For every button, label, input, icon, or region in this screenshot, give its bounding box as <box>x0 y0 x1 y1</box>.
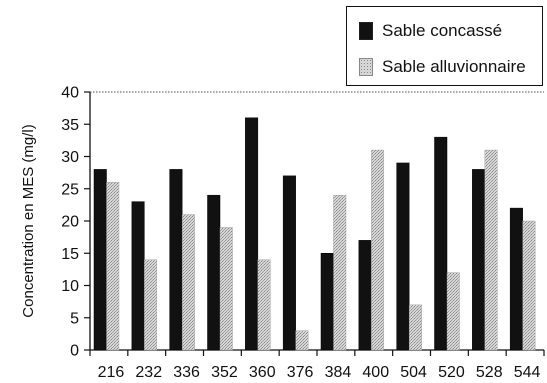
bar-sable-concasse <box>131 201 145 351</box>
legend-item-sable-alluvionnaire: Sable alluvionnaire <box>359 56 526 78</box>
x-tick-label: 400 <box>362 364 389 381</box>
bar-sable-alluvionnaire <box>522 220 536 351</box>
y-tick-label: 35 <box>61 117 79 134</box>
bar-sable-concasse <box>358 240 372 351</box>
x-tick-label: 520 <box>438 364 465 381</box>
bar-sable-alluvionnaire <box>295 330 309 351</box>
bar-sable-concasse <box>207 194 221 351</box>
x-tick-label: 528 <box>476 364 503 381</box>
legend-item-sable-concasse: Sable concassé <box>359 20 502 42</box>
bar-sable-concasse <box>472 169 486 351</box>
bar-sable-alluvionnaire <box>181 214 195 351</box>
x-tick-label: 352 <box>211 364 238 381</box>
bar-sable-concasse <box>93 169 107 351</box>
bar-sable-concasse <box>434 136 448 351</box>
legend-label-sable-alluvionnaire: Sable alluvionnaire <box>382 57 526 76</box>
bar-sable-alluvionnaire <box>333 194 347 351</box>
legend-label-sable-concasse: Sable concassé <box>382 21 503 40</box>
bar-sable-alluvionnaire <box>144 259 158 351</box>
y-tick-label: 20 <box>61 214 79 231</box>
bar-sable-alluvionnaire <box>484 149 498 351</box>
bar-sable-alluvionnaire <box>106 182 120 351</box>
x-tick-label: 336 <box>173 364 200 381</box>
x-tick-label: 504 <box>400 364 427 381</box>
bar-sable-alluvionnaire <box>371 149 385 351</box>
bar-sable-concasse <box>396 162 410 351</box>
y-tick-label: 10 <box>61 278 79 295</box>
bar-sable-concasse <box>282 175 296 351</box>
legend: Sable concassé Sable alluvionnaire <box>346 6 543 86</box>
y-axis-label: Concentration en MES (mg/l) <box>20 124 37 317</box>
x-tick-label: 384 <box>325 364 352 381</box>
x-tick-label: 232 <box>135 364 162 381</box>
bar-sable-concasse <box>509 207 523 351</box>
y-tick-label: 5 <box>70 310 79 327</box>
y-tick-label: 15 <box>61 246 79 263</box>
bar-sable-alluvionnaire <box>446 272 460 351</box>
bar-sable-alluvionnaire <box>408 304 422 351</box>
bar-sable-alluvionnaire <box>257 259 271 351</box>
y-tick-label: 30 <box>61 149 79 166</box>
y-tick-label: 25 <box>61 181 79 198</box>
y-tick-label: 40 <box>61 85 79 102</box>
bar-sable-concasse <box>320 253 334 351</box>
x-tick-label: 216 <box>98 364 125 381</box>
bar-sable-alluvionnaire <box>219 227 233 351</box>
legend-swatch-sable-concasse <box>359 22 373 40</box>
x-tick-label: 544 <box>514 364 541 381</box>
legend-swatch-sable-alluvionnaire <box>359 58 373 76</box>
x-tick-label: 376 <box>287 364 314 381</box>
bar-sable-concasse <box>169 169 183 351</box>
bar-sable-concasse <box>245 117 259 351</box>
x-tick-label: 360 <box>249 364 276 381</box>
y-tick-label: 0 <box>70 343 79 360</box>
